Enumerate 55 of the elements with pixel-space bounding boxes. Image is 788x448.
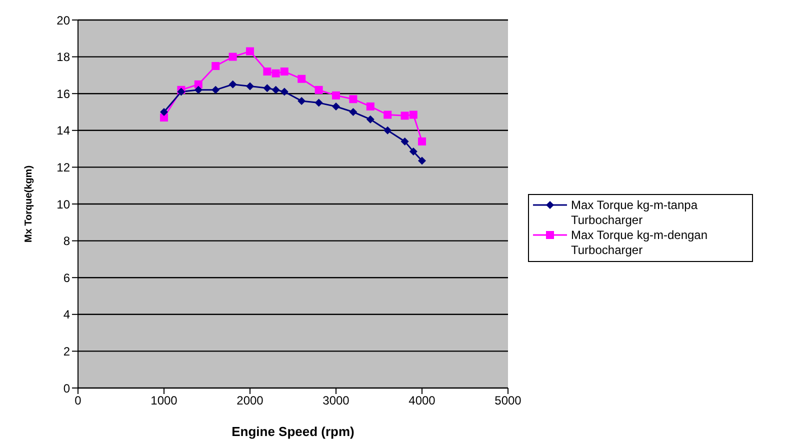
y-tick-label: 18	[56, 50, 70, 64]
point	[160, 114, 168, 122]
point	[298, 74, 306, 83]
point	[272, 69, 280, 78]
point	[418, 137, 426, 146]
y-tick-label: 4	[63, 308, 70, 322]
y-axis-title: Mx Torque(kgm)	[24, 165, 35, 243]
y-tick-label: 0	[63, 381, 70, 396]
y-tick-label: 10	[56, 197, 70, 212]
point	[212, 86, 220, 94]
x-tick-label: 3000	[322, 394, 350, 408]
point	[194, 86, 202, 94]
y-tick-label: 12	[56, 160, 70, 174]
point	[212, 62, 220, 70]
legend-label: Max Torque kg-m-tanpa Turbocharger	[571, 198, 699, 228]
point	[332, 102, 340, 110]
point	[194, 80, 202, 88]
legend-label: Max Torque kg-m-dengan Turbocharger	[571, 228, 709, 258]
point	[263, 68, 272, 76]
point	[384, 126, 392, 134]
point	[272, 86, 280, 94]
point	[228, 52, 237, 61]
x-tick-label: 0	[74, 394, 82, 408]
point	[263, 84, 272, 92]
y-tick-label: 14	[56, 124, 70, 138]
x-tick-label: 4000	[408, 394, 436, 408]
point	[228, 80, 237, 88]
y-tick-label: 6	[63, 270, 70, 285]
point	[246, 47, 254, 56]
point	[384, 110, 392, 119]
point	[280, 88, 288, 96]
point	[349, 95, 358, 104]
x-tick-label: 5000	[494, 394, 522, 408]
y-tick-label: 2	[63, 344, 70, 358]
point	[409, 148, 418, 156]
point	[314, 86, 323, 94]
point	[366, 102, 374, 110]
y-tick-label: 8	[63, 234, 70, 248]
point	[418, 156, 426, 165]
point	[246, 82, 254, 90]
x-tick-label: 1000	[150, 394, 178, 408]
point	[332, 91, 340, 100]
point	[298, 96, 306, 105]
point	[400, 112, 409, 120]
x-tick-label: 2000	[236, 394, 264, 408]
x-axis-title: Engine Speed (rpm)	[232, 424, 354, 439]
point	[400, 137, 409, 146]
point	[366, 115, 374, 124]
point	[349, 108, 358, 116]
point	[160, 108, 168, 116]
point	[409, 110, 418, 119]
point	[280, 68, 288, 76]
point	[314, 98, 323, 107]
y-tick-label: 16	[56, 86, 70, 101]
y-tick-label: 20	[56, 13, 70, 28]
